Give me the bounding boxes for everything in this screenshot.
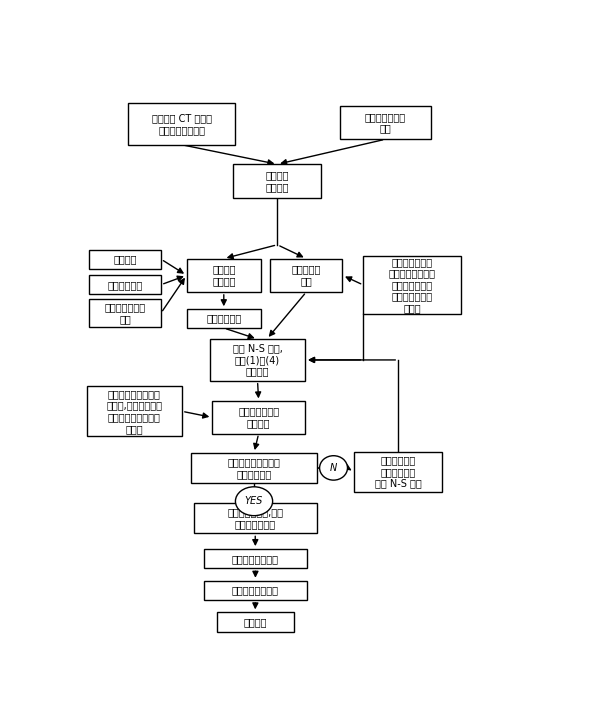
Text: 利用术中漂浮导管测
压技术,在门静脉或上
系膜上静脉处测定多
点压力: 利用术中漂浮导管测 压技术,在门静脉或上 系膜上静脉处测定多 点压力 xyxy=(106,389,162,434)
FancyBboxPatch shape xyxy=(89,299,161,327)
Text: 编程修正通用程序: 编程修正通用程序 xyxy=(232,585,279,596)
Text: 建立三维
血管模型: 建立三维 血管模型 xyxy=(266,170,289,192)
FancyBboxPatch shape xyxy=(204,580,307,600)
Text: 血液密度: 血液密度 xyxy=(113,255,137,264)
Text: 建立流体介质模型: 建立流体介质模型 xyxy=(232,554,279,564)
FancyBboxPatch shape xyxy=(187,309,261,328)
Text: YES: YES xyxy=(245,496,263,506)
Ellipse shape xyxy=(235,487,272,516)
FancyBboxPatch shape xyxy=(340,106,431,139)
FancyBboxPatch shape xyxy=(364,256,461,314)
Text: N: N xyxy=(330,463,337,473)
FancyBboxPatch shape xyxy=(270,259,343,292)
FancyBboxPatch shape xyxy=(89,249,161,269)
FancyBboxPatch shape xyxy=(217,612,293,632)
Text: 对比多点试验结果与
仿真模拟结果: 对比多点试验结果与 仿真模拟结果 xyxy=(227,457,280,479)
FancyBboxPatch shape xyxy=(128,103,235,145)
Text: 修正参考压力
修正血液参数
修正 N-S 方程: 修正参考压力 修正血液参数 修正 N-S 方程 xyxy=(375,455,422,488)
Ellipse shape xyxy=(320,456,347,480)
Text: 血液动力粘度: 血液动力粘度 xyxy=(107,280,143,290)
Text: 局部褶模再结合
技术: 局部褶模再结合 技术 xyxy=(365,112,406,133)
Text: 利用螺旋 CT 技术获
得血管的三维图像: 利用螺旋 CT 技术获 得血管的三维图像 xyxy=(152,113,212,135)
FancyBboxPatch shape xyxy=(89,275,161,294)
FancyBboxPatch shape xyxy=(86,386,182,436)
Text: 描述血液属性: 描述血液属性 xyxy=(206,314,241,324)
Text: 求解 N-S 方程,
公式(1)－(4)
仿真分析: 求解 N-S 方程, 公式(1)－(4) 仿真分析 xyxy=(233,343,283,376)
Text: 获得血管内压力
（迭代）: 获得血管内压力 （迭代） xyxy=(238,407,279,428)
FancyBboxPatch shape xyxy=(191,453,317,484)
FancyBboxPatch shape xyxy=(187,259,261,292)
FancyBboxPatch shape xyxy=(194,503,317,534)
Text: 获得血管内压力,并完
善数值仿真模型: 获得血管内压力,并完 善数值仿真模型 xyxy=(227,508,283,529)
Text: 血液内有型成分
含量: 血液内有型成分 含量 xyxy=(104,302,146,324)
FancyBboxPatch shape xyxy=(354,452,442,492)
Text: 确定进出口
边界: 确定进出口 边界 xyxy=(292,265,321,286)
FancyBboxPatch shape xyxy=(210,339,305,381)
FancyBboxPatch shape xyxy=(233,164,322,198)
Text: 医学应用: 医学应用 xyxy=(244,617,267,627)
Text: 获取血液
物性参数: 获取血液 物性参数 xyxy=(212,265,236,286)
Text: 利用彩色多普勒
超声技术、磁共振
等无创检查方式
测量血管内部流
体流速: 利用彩色多普勒 超声技术、磁共振 等无创检查方式 测量血管内部流 体流速 xyxy=(389,257,436,313)
FancyBboxPatch shape xyxy=(204,549,307,568)
FancyBboxPatch shape xyxy=(212,402,305,433)
